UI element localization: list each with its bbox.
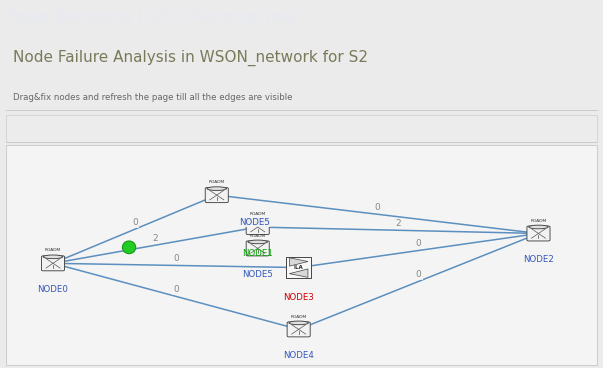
- Text: NODE2: NODE2: [523, 255, 554, 264]
- Ellipse shape: [207, 187, 227, 190]
- Text: NODE5: NODE5: [239, 218, 270, 227]
- Ellipse shape: [529, 225, 548, 229]
- Text: Node Failure Analysis in WSON_network for S2: Node Failure Analysis in WSON_network fo…: [13, 50, 368, 66]
- Text: 2: 2: [396, 219, 401, 227]
- Text: Drag&fix nodes and refresh the page till all the edges are visible: Drag&fix nodes and refresh the page till…: [13, 93, 293, 102]
- FancyBboxPatch shape: [42, 256, 65, 271]
- Text: 0: 0: [374, 203, 380, 212]
- FancyBboxPatch shape: [205, 188, 229, 203]
- Ellipse shape: [289, 321, 308, 325]
- Text: ROADM: ROADM: [250, 212, 266, 216]
- Text: ROADM: ROADM: [209, 180, 225, 184]
- FancyBboxPatch shape: [246, 241, 270, 256]
- Text: 0: 0: [173, 254, 178, 263]
- Text: NODE5: NODE5: [242, 270, 273, 279]
- Text: ROADM: ROADM: [531, 219, 546, 223]
- Ellipse shape: [248, 240, 268, 244]
- Text: NODE4: NODE4: [283, 351, 314, 360]
- FancyBboxPatch shape: [6, 115, 597, 142]
- FancyBboxPatch shape: [286, 257, 311, 278]
- Polygon shape: [289, 269, 308, 277]
- Ellipse shape: [122, 241, 136, 254]
- Text: 0: 0: [415, 239, 421, 248]
- Text: ROADM: ROADM: [45, 248, 61, 252]
- Text: ROADM: ROADM: [250, 234, 266, 238]
- FancyBboxPatch shape: [527, 226, 550, 241]
- Text: NODE0: NODE0: [37, 285, 69, 294]
- FancyBboxPatch shape: [287, 322, 310, 337]
- Text: ILA: ILA: [294, 265, 303, 270]
- Text: Tejas Networks | APT Planning Tool: Tejas Networks | APT Planning Tool: [7, 10, 297, 25]
- FancyBboxPatch shape: [246, 220, 270, 234]
- Polygon shape: [289, 258, 308, 266]
- Text: ROADM: ROADM: [291, 315, 307, 319]
- Text: NODE3: NODE3: [283, 293, 314, 301]
- FancyBboxPatch shape: [6, 145, 597, 365]
- Text: 2: 2: [153, 234, 158, 243]
- Text: 0: 0: [132, 217, 137, 227]
- Ellipse shape: [248, 219, 268, 222]
- Ellipse shape: [43, 255, 63, 259]
- Text: 0: 0: [173, 285, 178, 294]
- Text: 0: 0: [415, 270, 421, 279]
- Text: NODE1: NODE1: [242, 249, 273, 258]
